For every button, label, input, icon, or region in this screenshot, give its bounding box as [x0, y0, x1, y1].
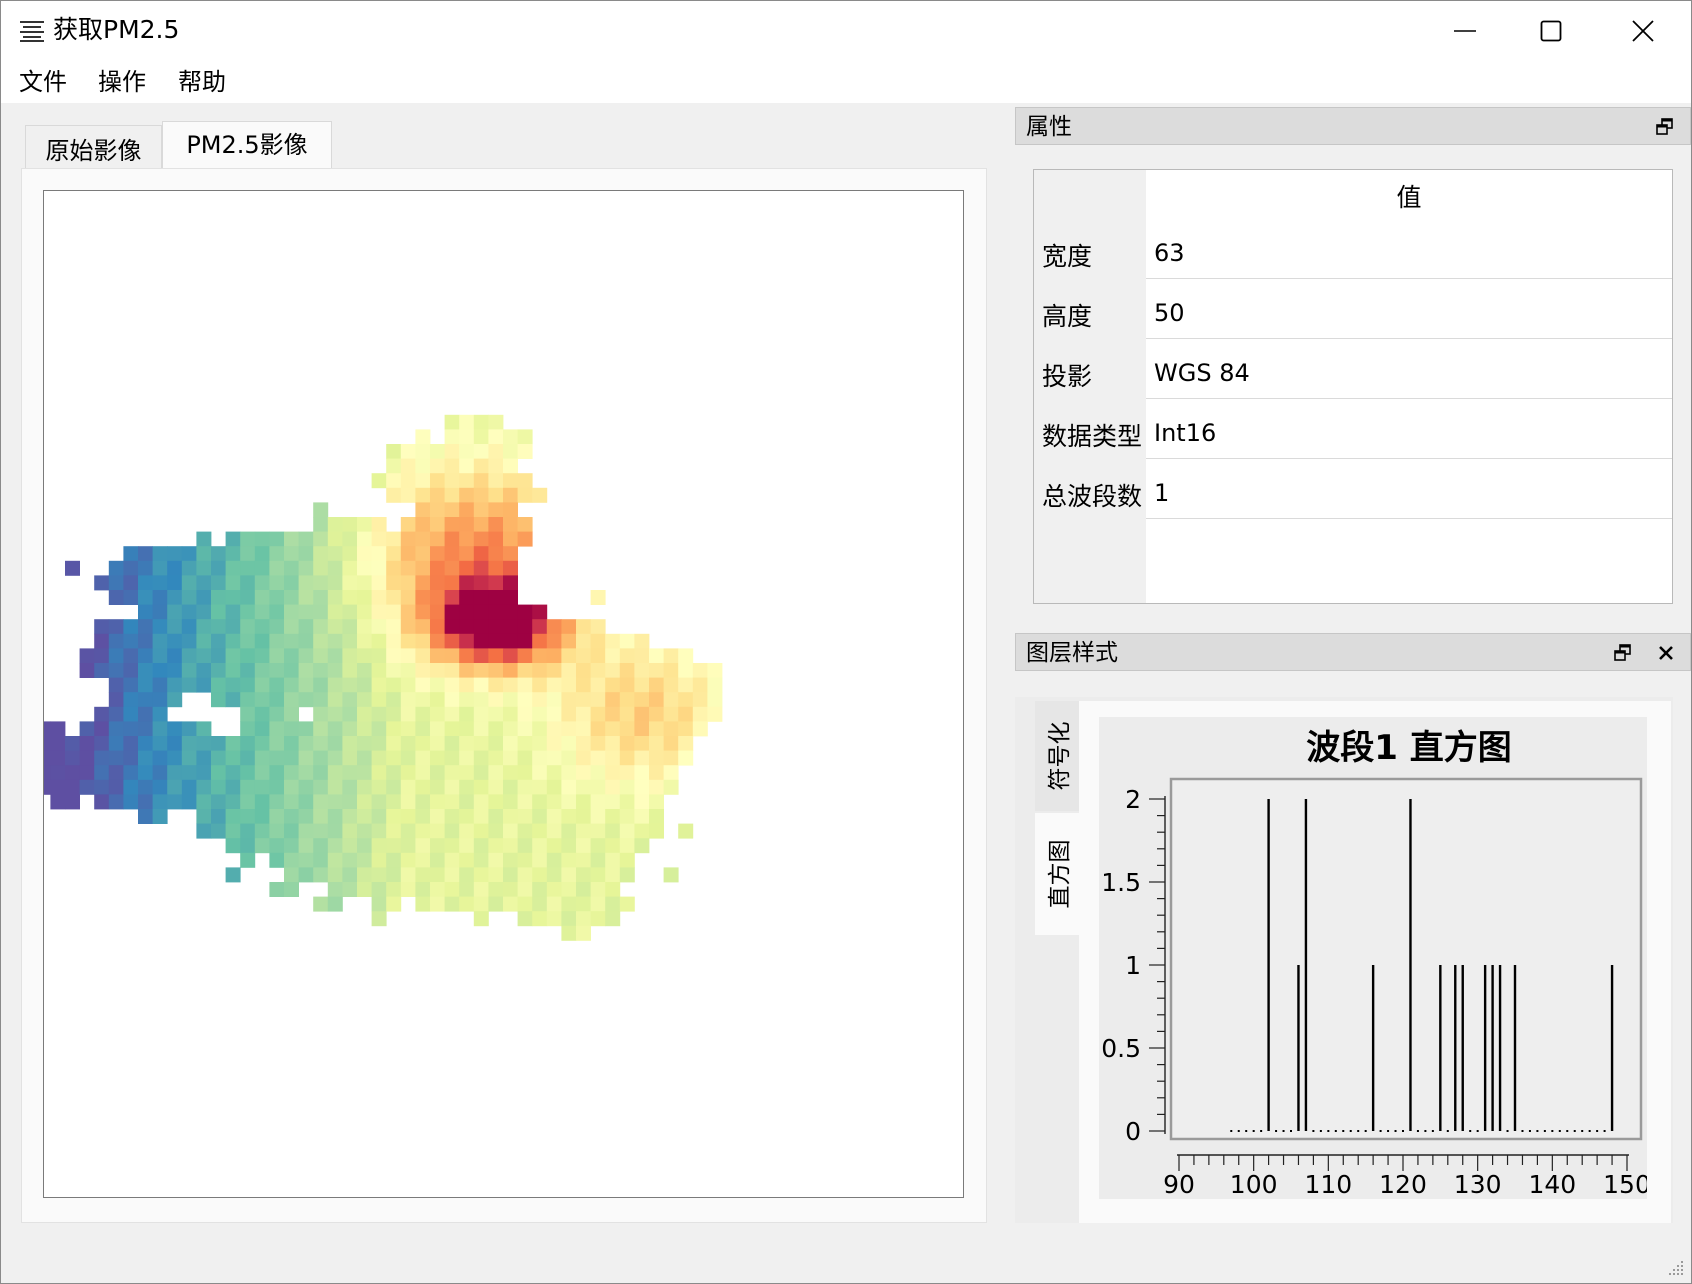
- property-key: 数据类型: [1042, 422, 1143, 451]
- window-title: 获取PM2.5: [53, 15, 180, 44]
- property-value: 1: [1154, 479, 1170, 507]
- y-tick-label: 1.5: [1101, 868, 1141, 897]
- close-button[interactable]: [1597, 1, 1689, 61]
- row-divider: [1146, 278, 1672, 279]
- minimize-button[interactable]: [1419, 1, 1511, 61]
- property-key: 高度: [1042, 302, 1093, 331]
- property-value: Int16: [1154, 419, 1217, 447]
- x-tick-label: 150: [1603, 1170, 1647, 1199]
- tab-histogram-label: 直方图: [1047, 839, 1073, 909]
- menu-bar: 文件 操作 帮助: [1, 61, 1691, 103]
- resize-grip-icon[interactable]: [1663, 1255, 1685, 1277]
- x-axis: 90 100 110 120 130 140 150: [1163, 1154, 1647, 1199]
- histogram-chart: 波段1 直方图 0 0.5 1 1.5 2 90 100 110 120 130 140 150: [1099, 717, 1647, 1199]
- app-icon: [20, 21, 44, 42]
- plot-area: [1169, 777, 1643, 1141]
- y-tick-label: 2: [1125, 785, 1141, 814]
- tab-histogram[interactable]: 直方图: [1035, 813, 1079, 935]
- y-axis: 0 0.5 1 1.5 2: [1101, 785, 1166, 1146]
- property-value: WGS 84: [1154, 359, 1250, 387]
- table-row[interactable]: 数据类型 Int16: [1034, 402, 1672, 462]
- title-bar[interactable]: 获取PM2.5: [1, 1, 1691, 61]
- table-row[interactable]: 总波段数 1: [1034, 462, 1672, 522]
- menu-file[interactable]: 文件: [19, 68, 67, 96]
- close-icon: [1632, 20, 1654, 42]
- x-tick-label: 130: [1454, 1170, 1502, 1199]
- table-row[interactable]: 宽度 63: [1034, 222, 1672, 282]
- maximize-icon: [1540, 20, 1562, 42]
- tab-pm25-image-label: PM2.5影像: [186, 131, 308, 159]
- menu-operation[interactable]: 操作: [98, 68, 146, 96]
- y-tick-label: 0: [1125, 1117, 1141, 1146]
- row-divider: [1146, 398, 1672, 399]
- chart-title: 波段1 直方图: [1306, 728, 1512, 768]
- table-row[interactable]: 投影 WGS 84: [1034, 342, 1672, 402]
- maximize-button[interactable]: [1505, 1, 1597, 61]
- tab-symbolize-label: 符号化: [1047, 721, 1073, 791]
- value-column-header: 值: [1396, 183, 1422, 212]
- float-dock-icon[interactable]: [1656, 118, 1674, 136]
- close-dock-icon[interactable]: [1658, 645, 1674, 661]
- tab-original-image-label: 原始影像: [45, 137, 142, 165]
- property-value: 63: [1154, 239, 1185, 267]
- y-tick-label: 0.5: [1101, 1034, 1141, 1063]
- row-divider: [1146, 338, 1672, 339]
- tab-pm25-image[interactable]: PM2.5影像: [162, 121, 332, 169]
- layer-style-dock-label: 图层样式: [1026, 640, 1118, 666]
- pm25-raster-image: [6, 414, 723, 941]
- property-key: 宽度: [1042, 242, 1093, 271]
- tab-original-image[interactable]: 原始影像: [25, 125, 162, 175]
- minimize-icon: [1454, 30, 1476, 32]
- x-tick-label: 100: [1230, 1170, 1278, 1199]
- x-tick-label: 90: [1163, 1170, 1195, 1199]
- property-value: 50: [1154, 299, 1185, 327]
- properties-table: 值 宽度 63 高度 50 投影 WGS 84 数据类型 Int16 总波段数 …: [1033, 169, 1673, 604]
- float-dock-icon[interactable]: [1614, 644, 1632, 662]
- layer-style-dock-title[interactable]: 图层样式: [1015, 633, 1691, 671]
- row-divider: [1146, 458, 1672, 459]
- row-header-column: [1034, 170, 1146, 603]
- pm25-raster-view[interactable]: [6, 190, 964, 1198]
- property-key: 总波段数: [1042, 482, 1143, 511]
- tab-symbolize[interactable]: 符号化: [1035, 701, 1079, 811]
- x-tick-label: 110: [1304, 1170, 1352, 1199]
- row-divider: [1146, 518, 1672, 519]
- x-tick-label: 140: [1528, 1170, 1576, 1199]
- table-row[interactable]: 高度 50: [1034, 282, 1672, 342]
- y-tick-label: 1: [1125, 951, 1141, 980]
- properties-dock-title[interactable]: 属性: [1015, 107, 1691, 145]
- property-key: 投影: [1042, 362, 1093, 391]
- x-tick-label: 120: [1379, 1170, 1427, 1199]
- histogram-bars: [1230, 799, 1614, 1132]
- menu-help[interactable]: 帮助: [178, 68, 226, 96]
- properties-dock-label: 属性: [1026, 114, 1072, 140]
